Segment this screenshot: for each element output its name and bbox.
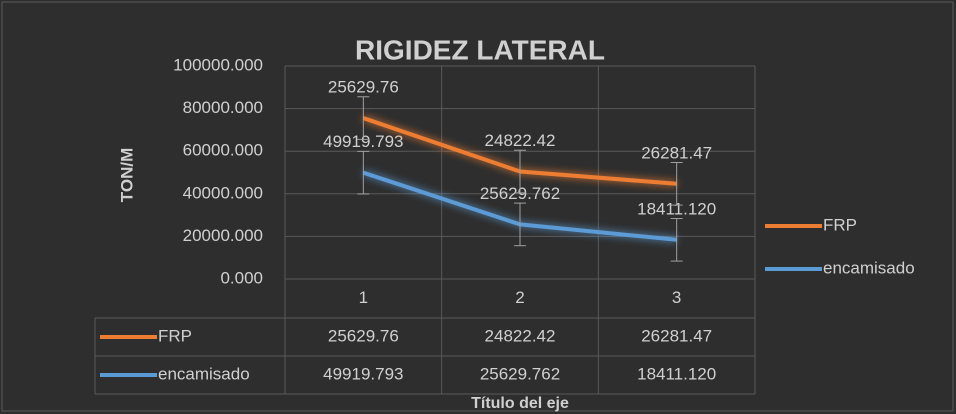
data-label: 25629.76 [328, 78, 399, 97]
table-row-header: FRP [158, 326, 192, 345]
data-label: 49919.793 [323, 132, 403, 151]
legend-label: FRP [823, 215, 857, 234]
x-axis-title: Título del eje [471, 395, 569, 412]
table-cell: 49919.793 [323, 364, 403, 383]
x-tick-label: 2 [515, 288, 524, 307]
table-cell: 24822.42 [485, 326, 556, 345]
x-tick-label: 1 [359, 288, 368, 307]
y-axis-title: TON/M [117, 148, 136, 202]
table-row-header: encamisado [158, 364, 250, 383]
error-bar [514, 149, 526, 194]
error-bar [357, 150, 370, 195]
y-tick-label: 80000.000 [183, 98, 263, 117]
chart-title: RIGIDEZ LATERAL [355, 34, 605, 65]
error-bar [670, 162, 683, 206]
table-cell: 18411.120 [637, 364, 716, 383]
error-bar [514, 202, 526, 247]
table-cell: 25629.762 [480, 364, 560, 383]
error-bar [357, 96, 370, 140]
data-label: 26281.47 [641, 143, 712, 162]
y-tick-label: 0.000 [220, 268, 263, 287]
data-label: 25629.762 [480, 184, 560, 203]
y-tick-label: 20000.000 [183, 226, 263, 245]
x-tick-label: 3 [672, 288, 681, 307]
y-tick-label: 100000.000 [173, 55, 263, 74]
table-cell: 25629.76 [328, 326, 399, 345]
y-tick-label: 40000.000 [183, 183, 263, 202]
error-bar [670, 217, 683, 262]
legend-label: encamisado [823, 258, 915, 277]
data-label: 18411.120 [637, 199, 716, 218]
data-label: 24822.42 [485, 131, 556, 150]
y-tick-label: 60000.000 [183, 141, 263, 160]
table-cell: 26281.47 [641, 326, 712, 345]
